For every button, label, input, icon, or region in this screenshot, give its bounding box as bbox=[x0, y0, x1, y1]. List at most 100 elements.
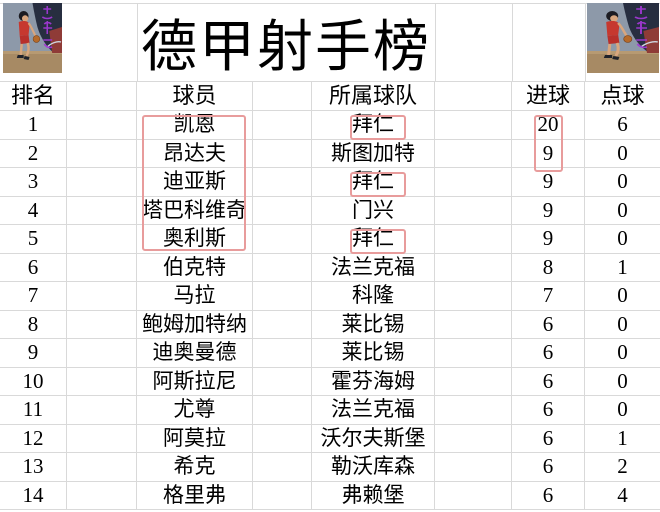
cell-spacer bbox=[253, 225, 312, 254]
cell-goals: 6 bbox=[512, 481, 585, 510]
cell-spacer bbox=[435, 481, 512, 510]
cell-penalties: 0 bbox=[585, 140, 660, 168]
cell-spacer bbox=[435, 168, 512, 197]
cell-goals: 6 bbox=[512, 453, 585, 482]
cell-player: 阿莫拉 bbox=[137, 424, 253, 453]
cell-spacer bbox=[435, 282, 512, 311]
header-team: 所属球队 bbox=[312, 82, 435, 111]
cell-penalties: 0 bbox=[585, 368, 660, 396]
cell-player: 马拉 bbox=[137, 282, 253, 311]
cell-spacer bbox=[67, 396, 137, 425]
cell-team: 法兰克福 bbox=[312, 253, 435, 282]
cell-penalties: 0 bbox=[585, 168, 660, 197]
cell-spacer bbox=[67, 339, 137, 368]
cell-penalties: 0 bbox=[585, 311, 660, 339]
cell-goals: 9 bbox=[512, 139, 585, 168]
cell-rank: 1 bbox=[0, 111, 67, 140]
cell-penalties: 0 bbox=[585, 225, 660, 254]
cell-rank: 4 bbox=[0, 196, 67, 225]
cell-spacer bbox=[67, 310, 137, 339]
cell-spacer bbox=[253, 396, 312, 425]
cell-player: 希克 bbox=[137, 453, 253, 482]
cell-penalties: 6 bbox=[585, 111, 660, 140]
cell-goals: 6 bbox=[512, 424, 585, 453]
cell-spacer bbox=[435, 453, 512, 482]
highlight-box-player-names bbox=[142, 115, 246, 251]
cell-rank: 14 bbox=[0, 481, 67, 510]
cell-rank: 5 bbox=[0, 225, 67, 254]
cell-player: 尤尊 bbox=[137, 396, 253, 425]
header-rank: 排名 bbox=[0, 82, 67, 111]
title-gridline-2 bbox=[435, 3, 436, 81]
cell-penalties: 1 bbox=[585, 425, 660, 453]
title-gridline-4 bbox=[585, 3, 586, 81]
cell-spacer bbox=[67, 168, 137, 197]
cell-spacer bbox=[67, 424, 137, 453]
cell-player: 鲍姆加特纳 bbox=[137, 310, 253, 339]
cell-penalties: 0 bbox=[585, 282, 660, 311]
cell-spacer bbox=[435, 196, 512, 225]
cell-goals: 9 bbox=[512, 196, 585, 225]
cell-spacer bbox=[253, 453, 312, 482]
cell-spacer bbox=[67, 282, 137, 311]
cell-rank: 9 bbox=[0, 339, 67, 368]
cell-spacer bbox=[67, 481, 137, 510]
cell-player: 阿斯拉尼 bbox=[137, 367, 253, 396]
header-goals: 进球 bbox=[512, 82, 585, 111]
cell-team: 法兰克福 bbox=[312, 396, 435, 425]
header-spacer bbox=[253, 82, 312, 111]
cell-spacer bbox=[67, 367, 137, 396]
cell-spacer bbox=[435, 253, 512, 282]
cell-player: 凯恩 bbox=[137, 111, 253, 140]
cell-spacer bbox=[67, 253, 137, 282]
cell-spacer bbox=[253, 168, 312, 197]
cell-team: 沃尔夫斯堡 bbox=[312, 424, 435, 453]
cell-goals: 8 bbox=[512, 253, 585, 282]
cell-player: 塔巴科维奇 bbox=[137, 196, 253, 225]
cell-rank: 3 bbox=[0, 168, 67, 197]
cell-team: 霍芬海姆 bbox=[312, 367, 435, 396]
cell-player: 迪亚斯 bbox=[137, 168, 253, 197]
cell-team: 莱比锡 bbox=[312, 310, 435, 339]
cell-goals: 7 bbox=[512, 282, 585, 311]
cell-rank: 10 bbox=[0, 367, 67, 396]
cell-rank: 13 bbox=[0, 453, 67, 482]
cell-spacer bbox=[253, 424, 312, 453]
cell-player: 奥利斯 bbox=[137, 225, 253, 254]
header-penalties: 点球 bbox=[585, 82, 660, 111]
title-top-gridline bbox=[0, 3, 660, 4]
cell-spacer bbox=[435, 139, 512, 168]
highlight-box-team-row5 bbox=[350, 229, 406, 254]
cell-goals: 6 bbox=[512, 339, 585, 368]
cell-team: 斯图加特 bbox=[312, 139, 435, 168]
cell-spacer bbox=[67, 453, 137, 482]
cell-rank: 11 bbox=[0, 396, 67, 425]
cell-spacer bbox=[435, 225, 512, 254]
slam-dunk-image-left bbox=[3, 3, 62, 73]
cell-team: 弗赖堡 bbox=[312, 481, 435, 510]
cell-spacer bbox=[253, 253, 312, 282]
cell-spacer bbox=[67, 139, 137, 168]
scorers-table: 排名 球员 所属球队 进球 点球 1 凯恩 拜仁 20 6 2 昂达夫 斯图加特 9 0 3 迪亚斯 拜仁 9 0 4 塔… bbox=[0, 81, 660, 510]
cell-penalties: 0 bbox=[585, 197, 660, 225]
cell-rank: 8 bbox=[0, 310, 67, 339]
cell-spacer bbox=[435, 339, 512, 368]
highlight-box-goals bbox=[534, 115, 563, 172]
purple-watermark bbox=[634, 6, 648, 49]
cell-penalties: 0 bbox=[585, 339, 660, 368]
page-title: 德甲射手榜 bbox=[141, 16, 431, 79]
cell-spacer bbox=[253, 481, 312, 510]
highlight-box-team-row1 bbox=[350, 115, 406, 140]
cell-goals: 6 bbox=[512, 310, 585, 339]
cell-rank: 7 bbox=[0, 282, 67, 311]
cell-spacer bbox=[435, 310, 512, 339]
cell-team: 勒沃库森 bbox=[312, 453, 435, 482]
cell-spacer bbox=[253, 139, 312, 168]
cell-player: 格里弗 bbox=[137, 481, 253, 510]
cell-spacer bbox=[253, 339, 312, 368]
header-spacer bbox=[67, 82, 137, 111]
cell-goals: 6 bbox=[512, 396, 585, 425]
cell-rank: 2 bbox=[0, 139, 67, 168]
cell-spacer bbox=[435, 396, 512, 425]
